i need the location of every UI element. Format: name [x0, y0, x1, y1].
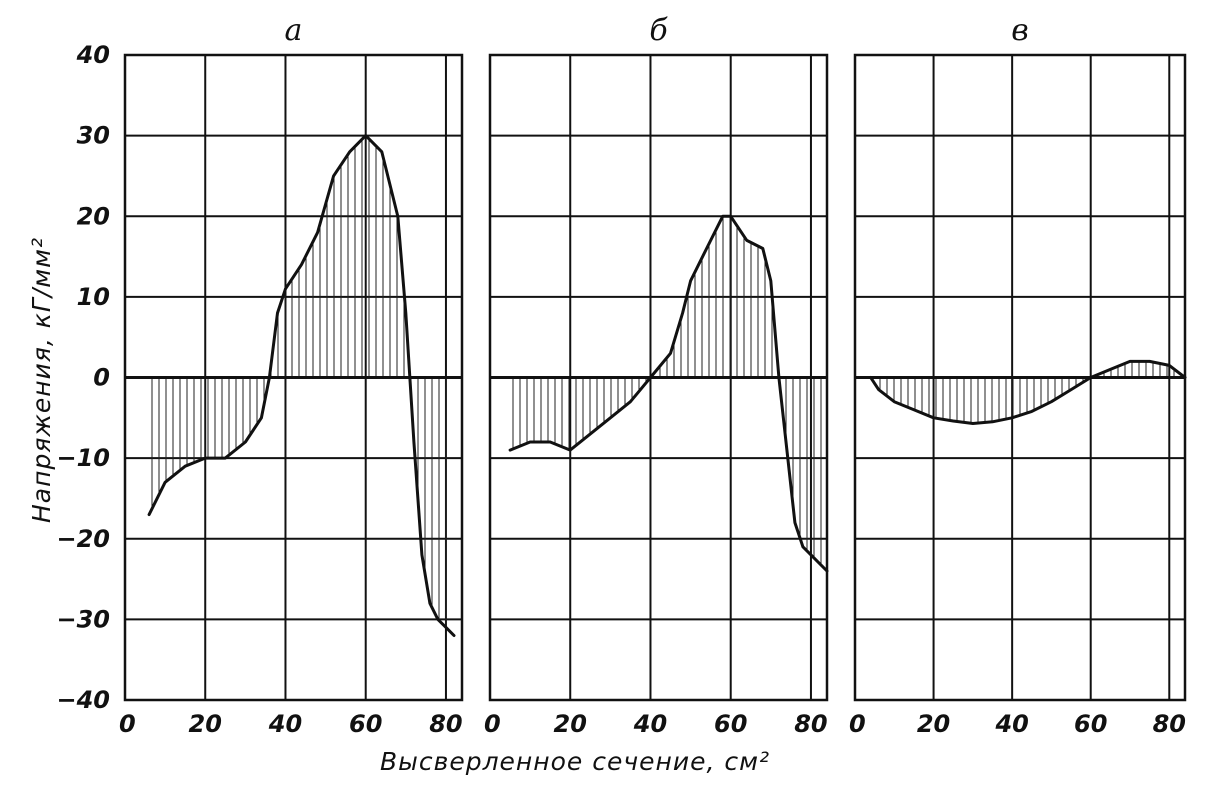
x-tick-label: 60 [714, 710, 747, 738]
x-axis-title: Высверленное сечение, см² [380, 747, 770, 776]
panel-label: б [649, 13, 668, 48]
x-tick-label: 80 [429, 710, 462, 738]
x-tick-label: 40 [633, 710, 667, 738]
panel-1: а 0 20 40 60 80 [119, 13, 464, 738]
y-tick-labels: 40 30 20 10 0 −10 −20 −30 −40 [56, 41, 110, 714]
x-tick-label: 20 [917, 710, 950, 738]
hatch-fill [151, 138, 447, 628]
panel-frame [488, 53, 829, 702]
x-tick-label: 40 [994, 710, 1028, 738]
x-tick-label: 0 [119, 710, 136, 738]
stress-curve [508, 214, 829, 573]
y-axis-title: Напряжения, кГ/мм² [27, 237, 56, 523]
x-tick-label: 20 [554, 710, 587, 738]
y-tick-label: 30 [77, 122, 110, 150]
y-tick-label: −30 [56, 605, 110, 633]
panel-label: а [285, 13, 303, 48]
y-tick-label: 40 [76, 41, 110, 69]
y-tick-label: 20 [77, 202, 110, 230]
panels: а 0 20 40 60 80 б 0 20 40 60 80 в 0 20 40 60 80 [119, 13, 1187, 738]
panel-label: в [1011, 13, 1028, 48]
y-tick-label: 0 [93, 364, 110, 392]
stress-curve [147, 134, 456, 637]
panel-frame [853, 53, 1187, 702]
panel-frame [123, 53, 464, 702]
hatch-fill [872, 361, 1182, 424]
y-tick-label: −20 [56, 525, 110, 553]
x-tick-label: 60 [1074, 710, 1107, 738]
x-tick-label: 80 [1153, 710, 1186, 738]
x-tick-label: 0 [849, 710, 866, 738]
x-tick-label: 80 [794, 710, 827, 738]
x-tick-label: 0 [484, 710, 501, 738]
panel-2: б 0 20 40 60 80 [484, 13, 829, 738]
hatch-fill [512, 216, 822, 565]
panel-3: в 0 20 40 60 80 [849, 13, 1187, 738]
x-tick-label: 60 [349, 710, 382, 738]
x-tick-label: 40 [268, 710, 302, 738]
y-tick-label: 10 [77, 283, 110, 311]
x-tick-label: 20 [189, 710, 222, 738]
stress-curve [869, 359, 1187, 425]
y-tick-label: −10 [56, 444, 110, 472]
y-tick-label: −40 [56, 686, 110, 714]
